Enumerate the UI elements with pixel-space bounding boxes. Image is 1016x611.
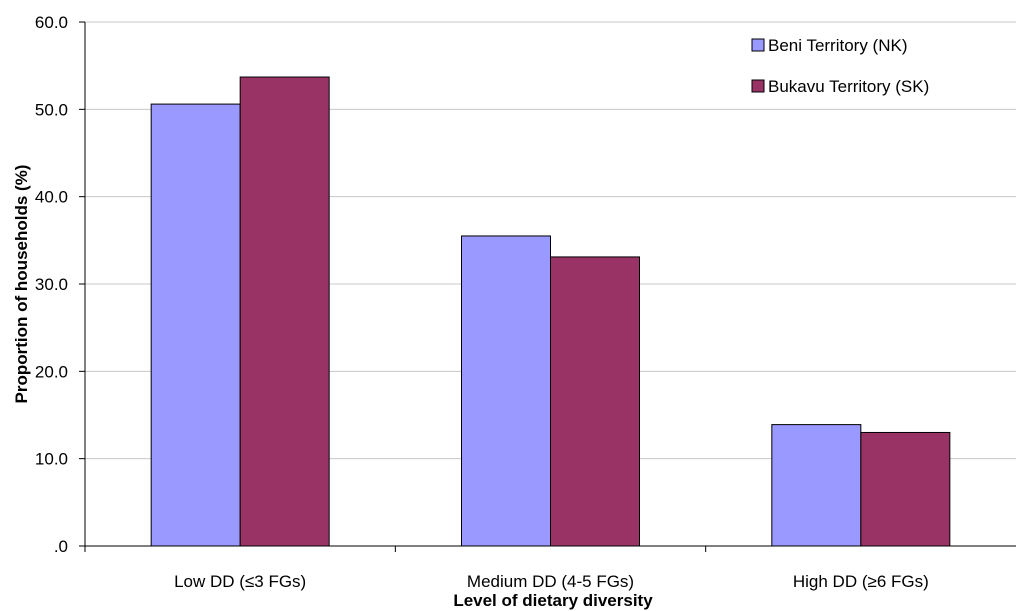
legend: Beni Territory (NK) Bukavu Territory (SK) [751, 36, 929, 96]
x-ticks: Low DD (≤3 FGs) Medium DD (4-5 FGs) High D… [84, 546, 929, 591]
y-tick-label: 30.0 [35, 275, 68, 294]
x-tick-label: Low DD (≤3 FGs) [174, 572, 306, 591]
y-tick-label: 40.0 [35, 188, 68, 207]
y-tick-label: 10.0 [35, 450, 68, 469]
bar [461, 235, 551, 547]
bar [860, 431, 951, 547]
y-axis-title: Proportion of households (%) [12, 165, 31, 404]
legend-label: Beni Territory (NK) [768, 36, 908, 55]
legend-label: Bukavu Territory (SK) [768, 77, 929, 96]
y-tick-label: .0 [54, 537, 68, 556]
legend-swatch [751, 38, 765, 52]
y-tick-label: 20.0 [35, 362, 68, 381]
bars [150, 76, 951, 547]
x-axis-title: Level of dietary diversity [453, 591, 653, 610]
bar [239, 76, 330, 547]
bar [150, 103, 241, 547]
bar [550, 256, 640, 547]
x-tick-label: Medium DD (4-5 FGs) [467, 572, 634, 591]
legend-swatch [751, 79, 765, 93]
y-tick-label: 60.0 [35, 13, 68, 32]
x-tick-label: High DD (≥6 FGs) [793, 572, 929, 591]
y-tick-label: 50.0 [35, 100, 68, 119]
bar [771, 424, 862, 547]
y-ticks: .0 10.0 20.0 30.0 40.0 50.0 60.0 [35, 13, 85, 556]
